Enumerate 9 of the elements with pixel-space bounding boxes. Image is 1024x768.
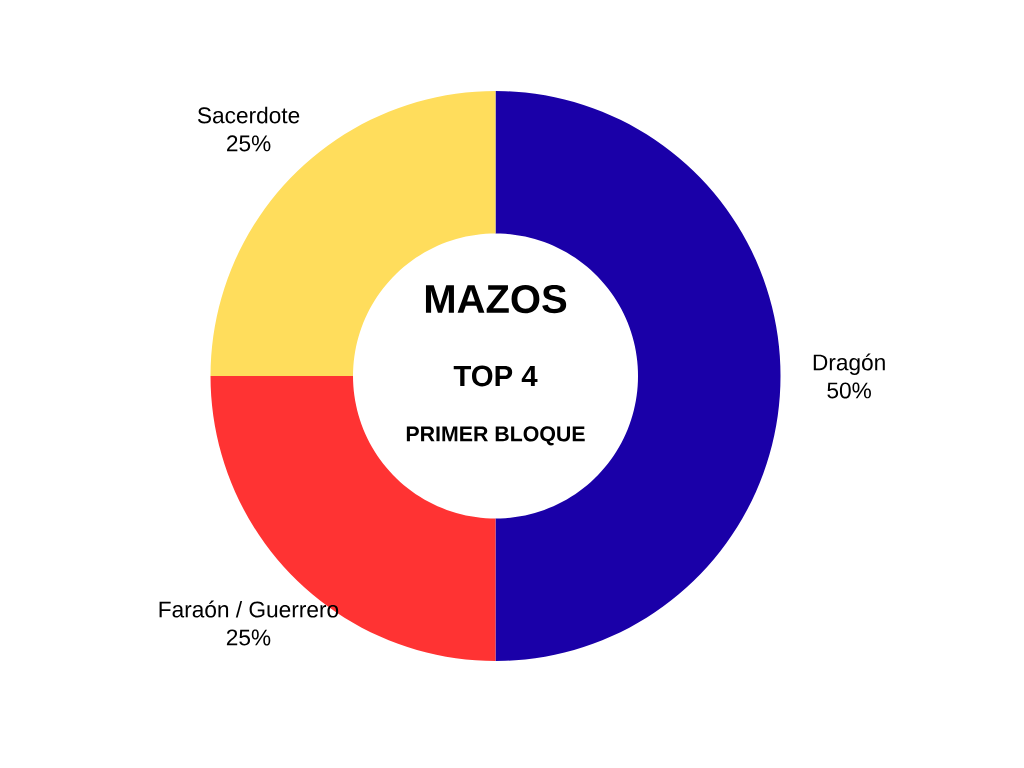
slice-label: Dragón xyxy=(813,353,885,375)
data-label: 25% xyxy=(226,629,271,646)
slice-label: Sacerdote xyxy=(197,106,300,124)
data-label: 50% xyxy=(827,382,871,399)
data-label: 25% xyxy=(227,135,271,152)
slice-label: Faraón / Guerrero xyxy=(159,600,339,618)
text: TOP 4 xyxy=(453,365,538,387)
text: PRIMER BLOQUE xyxy=(406,426,585,446)
text: MAZOS xyxy=(425,284,567,314)
